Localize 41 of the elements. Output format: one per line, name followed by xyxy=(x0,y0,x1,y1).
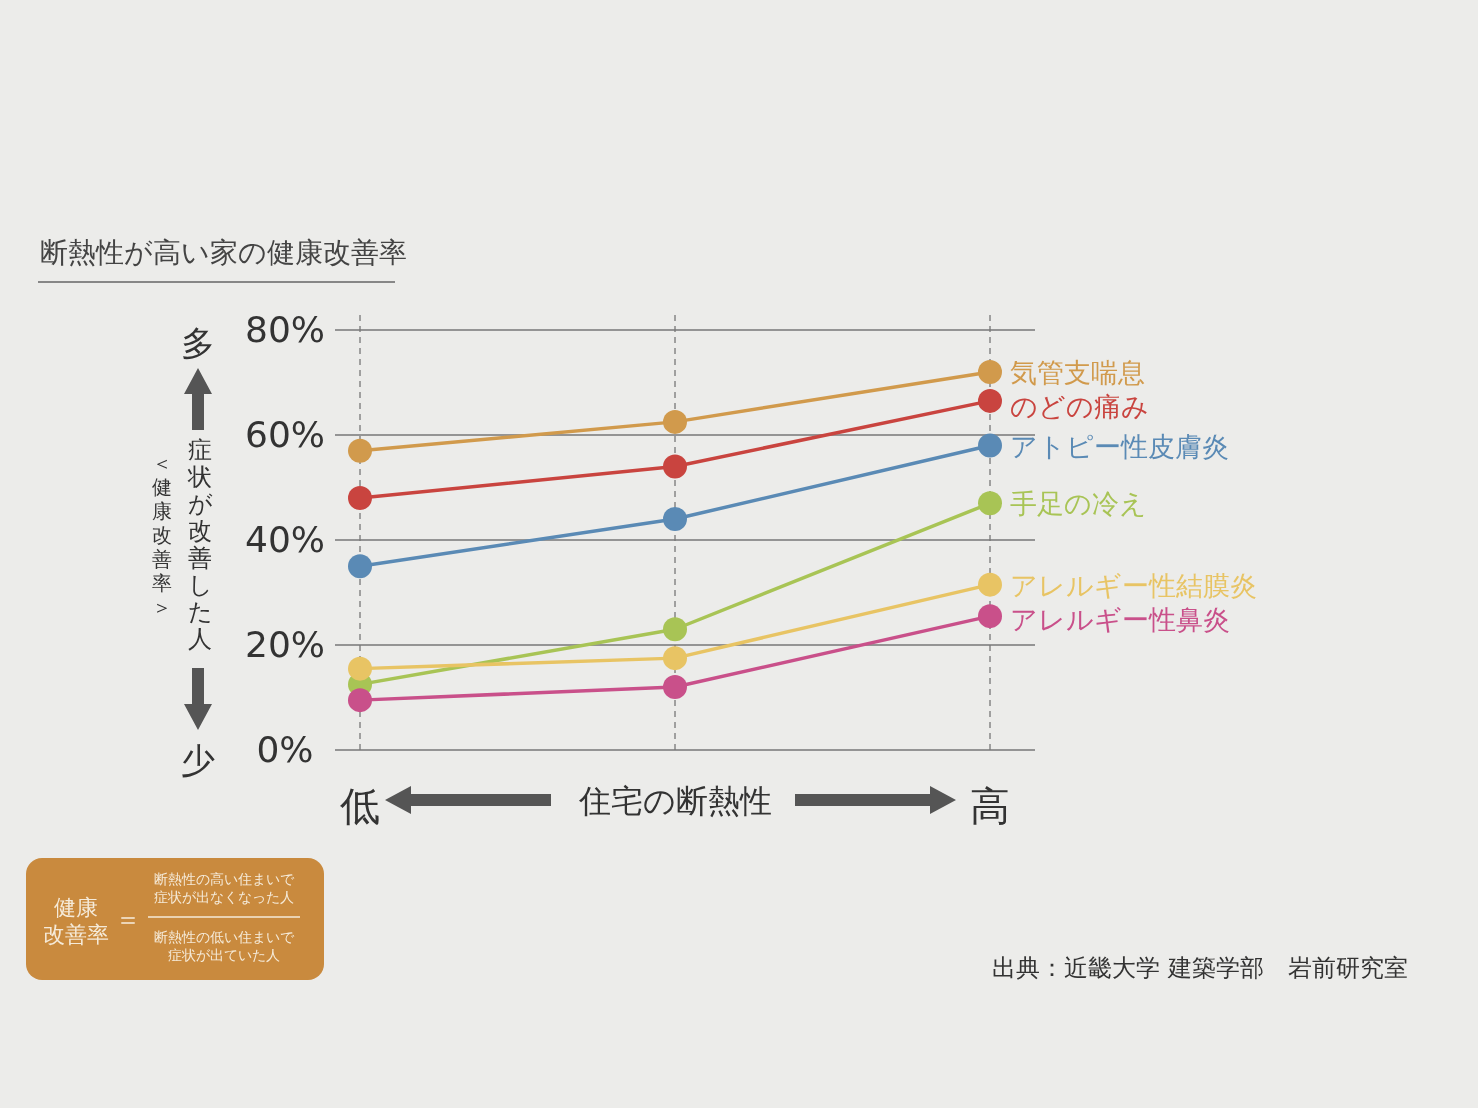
text: 断熱性の高い住まいで症状が出なくなった人 xyxy=(154,871,295,905)
point xyxy=(978,388,1002,413)
series-label: アレルギー性結膜炎 xyxy=(1010,569,1257,601)
point xyxy=(348,438,372,463)
y-tick-label: 0% xyxy=(256,729,314,770)
point xyxy=(348,656,372,681)
text: 断熱性の低い住まいで症状が出ていた人 xyxy=(154,929,295,963)
text: ＝ xyxy=(115,904,141,934)
series-label: のどの痛み xyxy=(1010,391,1149,422)
point xyxy=(663,646,687,671)
y-tick-label: 40% xyxy=(244,519,326,560)
point xyxy=(348,486,372,510)
point xyxy=(663,409,687,434)
point xyxy=(348,688,372,713)
series-label: 気管支喘息 xyxy=(1010,357,1145,388)
y-tick-label: 60% xyxy=(244,414,326,455)
series-label: アトピー性皮膚炎 xyxy=(1010,430,1229,462)
point xyxy=(978,604,1002,629)
text: 健康改善率 xyxy=(43,895,109,947)
series-label: 手足の冷え xyxy=(1010,488,1147,520)
source-note: 出典：近畿大学 建築学部 岩前研究室 xyxy=(992,954,1408,982)
x-axis-title: 住宅の断熱性 xyxy=(577,782,772,820)
point xyxy=(663,507,687,531)
point xyxy=(978,491,1002,516)
series-label: アレルギー性鼻炎 xyxy=(1010,603,1230,635)
text: ＜健康改善率＞ xyxy=(152,451,172,619)
chart-title: 断熱性が高い家の健康改善率 xyxy=(40,236,407,269)
point xyxy=(663,454,687,479)
x-tick-label: 高 xyxy=(970,783,1010,829)
point xyxy=(978,360,1002,384)
y-axis-title: 症状が改善した人 xyxy=(187,436,213,653)
y-tick-label: 20% xyxy=(244,624,326,665)
y-tick-label: 80% xyxy=(244,309,326,350)
x-tick-label: 低 xyxy=(340,783,380,829)
point xyxy=(663,617,687,642)
point xyxy=(348,554,372,579)
text: 多 xyxy=(181,323,215,363)
point xyxy=(978,433,1002,458)
point xyxy=(978,572,1002,597)
point xyxy=(663,675,687,699)
text: 少 xyxy=(181,740,215,780)
